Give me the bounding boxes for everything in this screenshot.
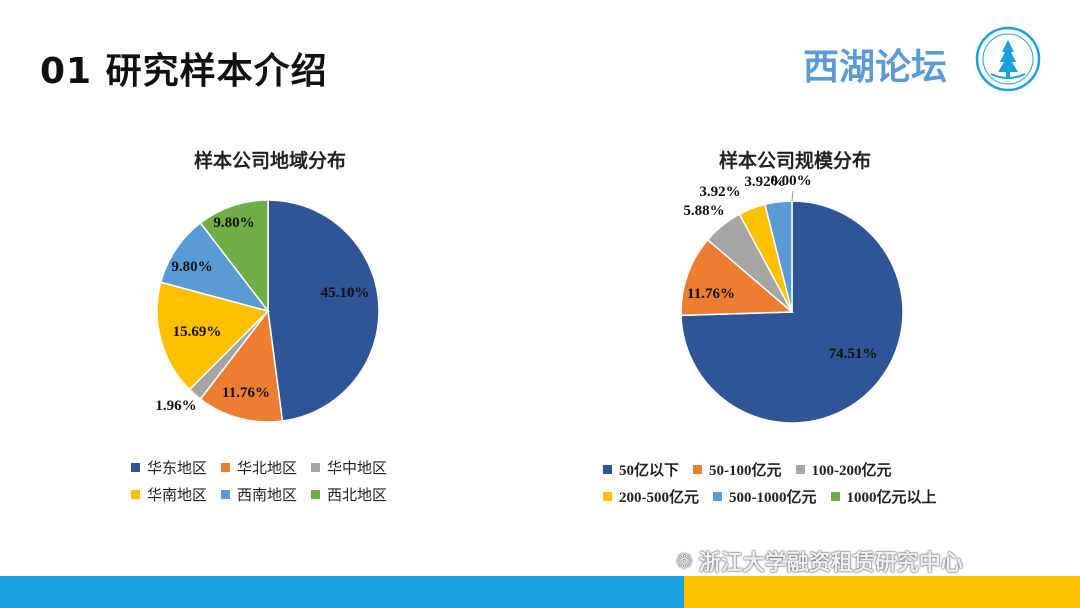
legend-item: 华东地区 <box>131 457 207 478</box>
data-label-1-2: 1.96% <box>155 398 196 414</box>
footer-bar-blue <box>0 576 684 608</box>
pie-slice-1-0 <box>267 199 380 422</box>
scale-pie-chart: 74.51%11.76%5.88%3.92%3.92%0.00% <box>680 173 904 424</box>
data-label-2-5: 0.00% <box>770 173 811 189</box>
watermark-text: 浙江大学融资租赁研究中心 <box>698 551 963 576</box>
data-label-1-3: 15.69% <box>173 324 222 340</box>
legend-item: 100-200亿元 <box>795 459 892 480</box>
legend-label: 西南地区 <box>237 486 298 504</box>
legend-label: 1000亿元以上 <box>846 490 937 506</box>
legend-item: 西南地区 <box>221 484 297 505</box>
data-label-2-3: 3.92% <box>699 184 740 200</box>
data-label-1-1: 11.76% <box>222 385 270 401</box>
legend-label: 500-1000亿元 <box>729 490 817 506</box>
legend-row: 华南地区 西南地区 西北地区 <box>131 481 401 508</box>
pie-slice-2-4 <box>764 200 793 313</box>
legend-item: 200-500亿元 <box>603 486 699 507</box>
legend-swatch <box>311 490 321 499</box>
legend-item: 50亿以下 <box>603 459 679 480</box>
legend-label: 50-100亿元 <box>709 463 782 479</box>
data-label-2-4: 3.92% <box>744 174 785 190</box>
legend-item: 华南地区 <box>131 484 207 505</box>
legend-label: 华中地区 <box>327 459 388 477</box>
legend-swatch <box>311 463 321 472</box>
brand-name: 西湖论坛 <box>803 47 948 88</box>
pie-slice-1-4 <box>159 221 270 313</box>
data-label-1-0: 45.10% <box>321 285 370 301</box>
legend-swatch <box>795 465 805 474</box>
chart2-legend: 50亿以下 50-100亿元 100-200亿元 200-500亿元 500-1000亿… <box>603 456 951 510</box>
legend-item: 西北地区 <box>311 484 387 505</box>
forum-logo-icon <box>975 26 1041 92</box>
page-title: 01 研究样本介绍 <box>40 51 328 92</box>
legend-label: 西北地区 <box>327 486 388 504</box>
legend-label: 200-500亿元 <box>619 490 699 506</box>
pie-slice-1-5 <box>199 199 269 314</box>
legend-item: 华中地区 <box>311 457 387 478</box>
chart1-title: 样本公司地域分布 <box>193 150 346 172</box>
legend-swatch <box>713 492 722 501</box>
watermark: ❁ 浙江大学融资租赁研究中心 <box>676 545 963 577</box>
data-label-1-4: 9.80% <box>171 259 212 275</box>
legend-row: 华东地区 华北地区 华中地区 <box>131 454 401 481</box>
legend-item: 1000亿元以上 <box>830 486 937 507</box>
chart2-title: 样本公司规模分布 <box>718 150 871 172</box>
pie-slice-1-1 <box>199 309 284 423</box>
legend-swatch <box>603 465 612 474</box>
legend-label: 100-200亿元 <box>811 463 892 479</box>
chart1-legend: 华东地区 华北地区 华中地区华南地区 西南地区 西北地区 <box>131 454 401 508</box>
legend-item: 50-100亿元 <box>693 459 782 480</box>
leader-line <box>791 190 794 202</box>
pie-slice-2-1 <box>680 238 794 317</box>
legend-swatch <box>131 490 140 499</box>
legend-swatch <box>693 465 703 474</box>
data-label-1-5: 9.80% <box>213 215 254 231</box>
legend-label: 50亿以下 <box>619 463 680 479</box>
region-pie-chart: 45.10% 11.76% 1.96% 15.69% 9.80% 9.80% <box>155 199 380 423</box>
footer-bar-yellow <box>684 576 1080 608</box>
data-label-2-2: 5.88% <box>683 203 724 219</box>
legend-swatch <box>221 463 231 472</box>
legend-row: 50亿以下 50-100亿元 100-200亿元 <box>603 456 951 483</box>
legend-row: 200-500亿元 500-1000亿元 1000亿元以上 <box>603 483 951 510</box>
legend-swatch <box>131 463 140 472</box>
data-label-2-1: 11.76% <box>687 286 735 302</box>
legend-label: 华东地区 <box>147 459 208 477</box>
pie-slice-1-3 <box>156 281 270 391</box>
legend-item: 500-1000亿元 <box>713 486 817 507</box>
legend-swatch <box>830 492 840 501</box>
legend-item: 华北地区 <box>221 457 297 478</box>
legend-label: 华南地区 <box>147 486 208 504</box>
legend-label: 华北地区 <box>237 459 298 477</box>
legend-swatch <box>221 490 231 499</box>
data-label-2-0: 74.51% <box>829 346 878 362</box>
legend-swatch <box>603 492 612 501</box>
wechat-icon: ❁ <box>676 549 693 573</box>
